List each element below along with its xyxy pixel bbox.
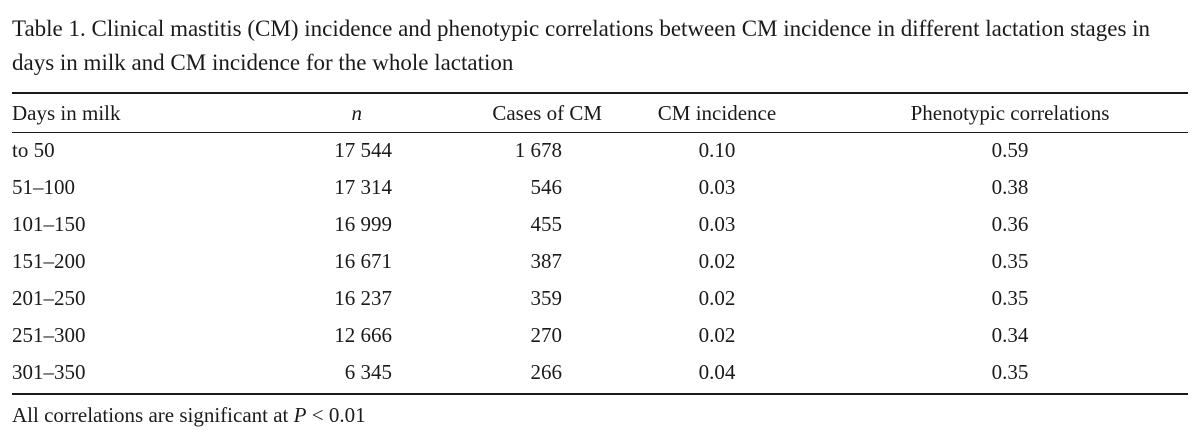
header-phenotypic-correlations: Phenotypic correlations <box>910 100 1110 125</box>
cell-incidence: 0.02 <box>698 286 736 310</box>
cell-correlation: 0.35 <box>991 360 1029 384</box>
table-row: 301–350 6 345 266 0.04 0.35 <box>12 354 1188 391</box>
cell-n: 12 666 <box>334 323 392 347</box>
header-cm-incidence: CM incidence <box>657 100 777 125</box>
table-header-row: Days in milk n Cases of CM CM incidence … <box>12 94 1188 132</box>
cell-n: 16 671 <box>334 249 392 273</box>
cell-incidence: 0.03 <box>698 175 736 199</box>
table-header-rule <box>12 132 1188 133</box>
cell-days: 151–200 <box>12 249 86 273</box>
cell-cases: 359 <box>530 286 563 310</box>
footnote-p-symbol: P <box>293 403 307 427</box>
cell-correlation: 0.35 <box>991 249 1029 273</box>
cell-correlation: 0.59 <box>991 138 1029 162</box>
cell-days: 301–350 <box>12 360 86 384</box>
cell-days: to 50 <box>12 138 55 162</box>
cell-cases: 266 <box>530 360 563 384</box>
cell-correlation: 0.38 <box>991 175 1029 199</box>
cell-cases: 1 678 <box>514 138 562 162</box>
header-cases-of-cm: Cases of CM <box>492 100 602 125</box>
cell-correlation: 0.34 <box>991 323 1029 347</box>
cell-incidence: 0.10 <box>698 138 736 162</box>
cell-incidence: 0.02 <box>698 249 736 273</box>
cell-n: 16 237 <box>334 286 392 310</box>
table-row: 51–100 17 314 546 0.03 0.38 <box>12 169 1188 206</box>
cell-cases: 387 <box>530 249 563 273</box>
footnote-suffix: < 0.01 <box>306 403 366 427</box>
data-table: Days in milk n Cases of CM CM incidence … <box>12 94 1188 391</box>
cell-correlation: 0.35 <box>991 286 1029 310</box>
cell-n: 6 345 <box>344 360 392 384</box>
table-row: 251–300 12 666 270 0.02 0.34 <box>12 317 1188 354</box>
cell-days: 51–100 <box>12 175 75 199</box>
cell-cases: 270 <box>530 323 563 347</box>
cell-cases: 455 <box>530 212 563 236</box>
table-row: 201–250 16 237 359 0.02 0.35 <box>12 280 1188 317</box>
cell-days: 251–300 <box>12 323 86 347</box>
cell-n: 17 314 <box>334 175 392 199</box>
table-row: 151–200 16 671 387 0.02 0.35 <box>12 243 1188 280</box>
cell-correlation: 0.36 <box>991 212 1029 236</box>
table-row: to 50 17 544 1 678 0.10 0.59 <box>12 132 1188 169</box>
header-n: n <box>351 100 363 125</box>
cell-incidence: 0.03 <box>698 212 736 236</box>
cell-n: 17 544 <box>334 138 392 162</box>
cell-incidence: 0.02 <box>698 323 736 347</box>
cell-days: 201–250 <box>12 286 86 310</box>
footnote-prefix: All correlations are significant at <box>12 403 294 427</box>
table-top-rule <box>12 92 1188 94</box>
cell-days: 101–150 <box>12 212 86 236</box>
table-footnote: All correlations are significant at P < … <box>12 400 366 430</box>
table-caption: Table 1. Clinical mastitis (CM) incidenc… <box>12 16 1151 75</box>
table-row: 101–150 16 999 455 0.03 0.36 <box>12 206 1188 243</box>
cell-incidence: 0.04 <box>698 360 736 384</box>
cell-cases: 546 <box>530 175 563 199</box>
header-days-in-milk: Days in milk <box>12 100 121 125</box>
cell-n: 16 999 <box>334 212 392 236</box>
table-bottom-rule <box>12 393 1188 395</box>
